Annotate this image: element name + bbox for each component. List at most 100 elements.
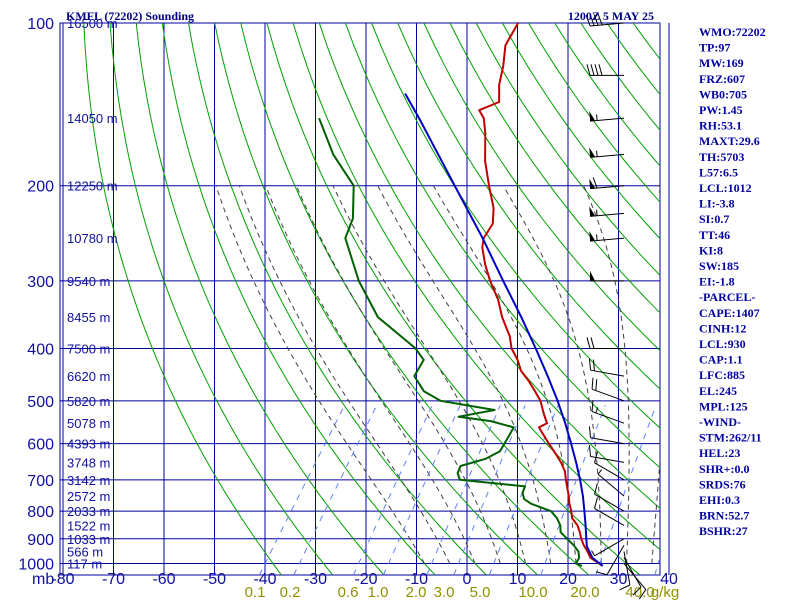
pressure-tick-label: 1000 [18,557,54,574]
index-entry: LFC:885 [699,368,745,382]
mixing-ratio-label: 2.0 [406,584,427,600]
temperature-tick-label: -10 [405,571,428,588]
height-label: 5078 m [67,416,110,431]
wind-barb [595,544,625,576]
dry-adiabat-line [397,23,660,390]
height-label: 14050 m [67,111,118,126]
mixing-ratio-label: 0.1 [245,584,266,600]
index-entry: -WIND- [699,415,741,429]
mixing-ratio-label: g/kg [651,584,679,600]
index-entry: EI:-1.8 [699,275,735,289]
mixing-ratio-label: 1.0 [368,584,389,600]
pressure-tick-label: 900 [27,532,54,549]
index-entry: -PARCEL- [699,290,755,304]
wind-barb [588,445,625,463]
moist-adiabat-line [332,185,526,564]
wind-barb [591,400,625,424]
index-entry: LCL:930 [699,337,746,351]
pressure-tick-label: 400 [27,341,54,358]
dry-adiabat-line [423,23,660,352]
wind-barb [589,206,625,217]
index-entry: MAXT:29.6 [699,134,760,148]
index-entry: LI:-3.8 [699,197,735,211]
moist-adiabat-line [377,185,552,564]
parcel-trace [404,93,604,567]
height-label: 3748 m [67,455,110,470]
wind-barb [597,469,625,497]
temperature-tick-label: -30 [304,571,327,588]
wind-barb [589,111,625,122]
index-entry: BRN:52.7 [699,509,749,523]
dry-adiabat-line [188,23,487,575]
index-entry: TP:97 [699,41,730,55]
height-label: 6620 m [67,369,110,384]
moist-adiabat-line [265,185,476,564]
temperature-tick-label: -70 [102,571,125,588]
index-entry: L57:6.5 [699,165,738,179]
dry-adiabat-line [371,23,660,429]
height-label: 4393 m [67,437,110,452]
mixing-ratio-label: 5.0 [470,584,491,600]
pressure-tick-label: 800 [27,504,54,521]
wind-barb [589,147,625,158]
chart-datetime: 1200Z 5 MAY 25 [568,9,654,23]
mixing-ratio-label: 0.6 [338,584,359,600]
mixing-ratio-line [293,405,378,575]
wind-barb [591,538,625,557]
index-entry: STM:262/11 [699,431,762,445]
dry-adiabat-line [475,23,660,277]
mixing-ratio-line [258,405,345,575]
wind-barb [586,64,624,76]
dry-adiabat-line [83,23,282,575]
index-entry: WMO:72202 [699,25,766,39]
wind-barb [594,497,625,526]
index-entry: LCL:1012 [699,181,752,195]
dry-adiabat-line [161,23,436,575]
dry-adiabat-line [449,23,660,314]
dry-adiabat-line [318,23,660,509]
mixing-ratio-label: 0.2 [280,584,301,600]
temperature-tick-label: 20 [559,571,577,588]
pressure-unit-label: mb [32,571,54,588]
height-label: 1033 m [67,532,110,547]
temperature-tick-label: -80 [51,571,74,588]
wind-barb [585,14,625,27]
index-entry: CAPE:1407 [699,306,760,320]
index-entry: BSHR:27 [699,524,748,538]
wind-barb [589,231,625,242]
index-entry: CAP:1.1 [699,353,743,367]
moist-adiabat-line [215,185,425,564]
dry-adiabat-line [240,23,590,575]
index-entry: RH:53.1 [699,119,742,133]
mixing-ratio-label: 40.0 [625,584,654,600]
dry-adiabat-line [214,23,538,575]
dry-adiabat-line [266,23,641,575]
index-entry: HEL:23 [699,446,740,460]
temperature-tick-label: 10 [509,571,527,588]
pressure-tick-label: 600 [27,437,54,454]
temperature-tick-label: 40 [660,571,678,588]
height-label: 1522 m [67,518,110,533]
mixing-ratio-line [488,405,559,575]
wind-barb [590,270,624,282]
index-entry: FRZ:607 [699,72,745,86]
moist-adiabat-line [583,185,630,564]
temperature-tick-label: -20 [354,571,377,588]
wind-barb [619,551,631,591]
wind-barb [586,337,624,349]
dry-adiabat-line [135,23,385,575]
index-entry: PW:1.45 [699,103,743,117]
wind-barbs [585,14,647,600]
temperature-tick-label: 0 [463,571,472,588]
index-entry: MPL:125 [699,399,748,413]
pressure-tick-label: 200 [27,179,54,196]
index-entry: CINH:12 [699,321,746,335]
height-label: 12250 m [67,179,118,194]
index-entry: TT:46 [699,228,730,242]
temperature-trace [478,23,603,567]
moist-adiabat-line [502,185,602,564]
index-entry: MW:169 [699,56,744,70]
index-entry: KI:8 [699,243,723,257]
height-label: 16500 m [67,16,118,31]
